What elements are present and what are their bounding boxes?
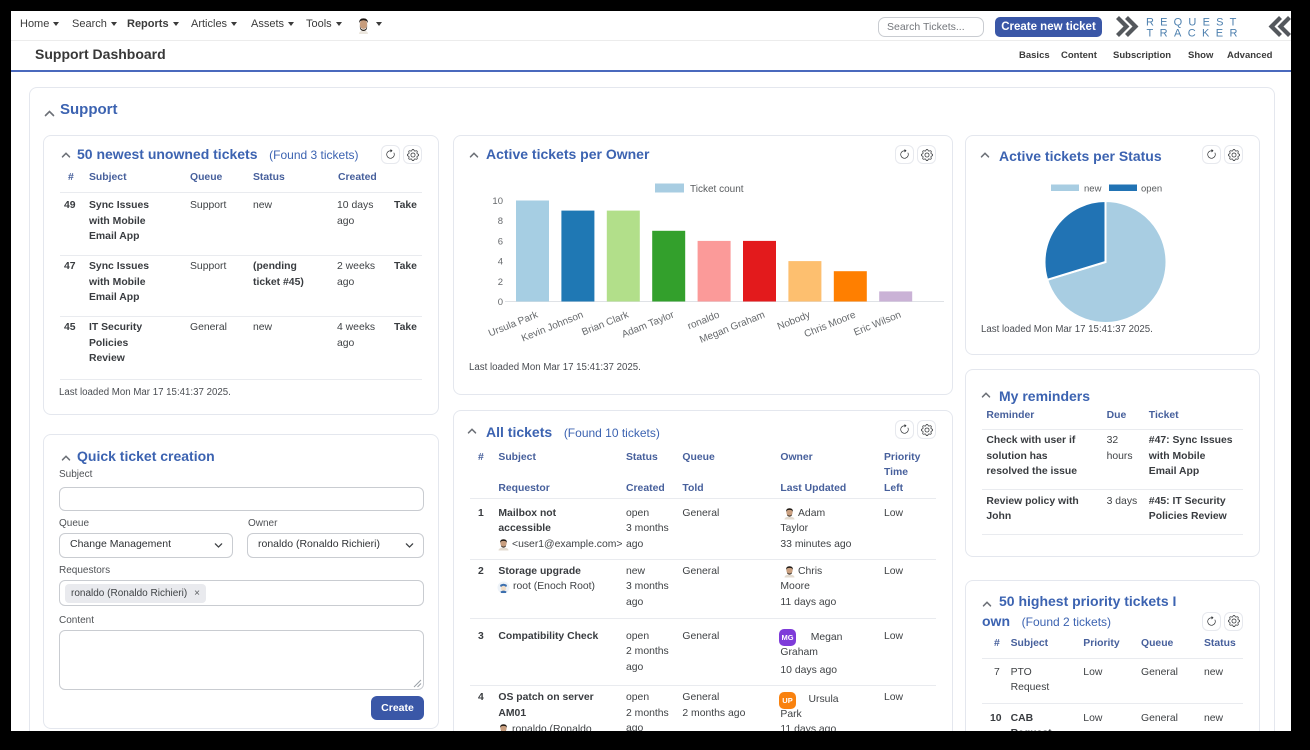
svg-text:2: 2 [498, 277, 503, 288]
svg-text:Eric Wilson: Eric Wilson [852, 310, 902, 339]
svg-text:Ticket count: Ticket count [690, 184, 744, 195]
svg-text:6: 6 [498, 236, 503, 247]
svg-text:Adam Taylor: Adam Taylor [620, 309, 676, 340]
svg-text:10: 10 [492, 196, 503, 207]
svg-text:REQUEST: REQUEST [1146, 17, 1243, 29]
svg-text:TRACKER: TRACKER [1147, 28, 1244, 39]
svg-text:new: new [1084, 184, 1102, 195]
svg-text:4: 4 [498, 257, 503, 268]
svg-text:8: 8 [498, 216, 503, 227]
svg-text:open: open [1141, 184, 1162, 195]
svg-text:0: 0 [498, 297, 503, 308]
svg-text:Chris Moore: Chris Moore [803, 309, 858, 340]
